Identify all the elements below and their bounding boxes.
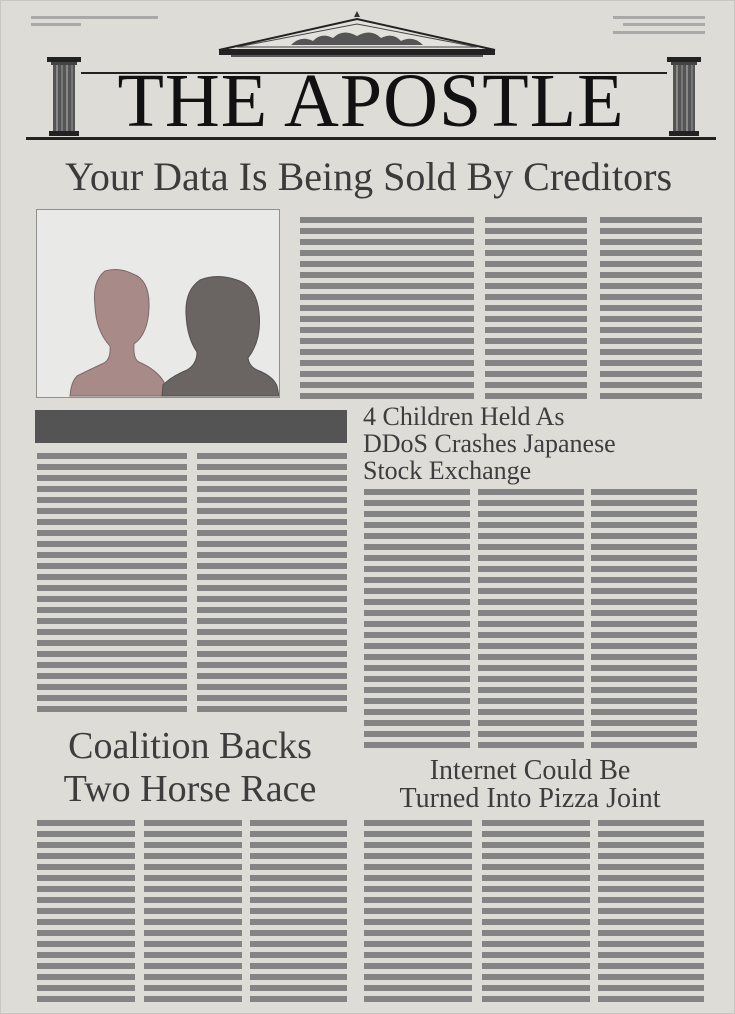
temple-pediment-icon <box>218 11 496 57</box>
headline-line: Coalition Backs <box>68 725 312 767</box>
headline-line: Two Horse Race <box>63 768 317 810</box>
text-column <box>598 820 704 1002</box>
text-column <box>485 217 587 399</box>
section-banner <box>35 410 347 443</box>
text-column <box>600 217 702 399</box>
headline-line: 4 Children Held As <box>363 402 565 431</box>
story-headline-coalition: Coalition Backs Two Horse Race <box>35 725 345 811</box>
top-left-rules <box>31 16 158 26</box>
text-column <box>144 820 242 1002</box>
masthead-top-rule <box>81 72 667 74</box>
top-right-rules <box>613 16 705 34</box>
story-headline-internet: Internet Could Be Turned Into Pizza Join… <box>363 757 697 813</box>
headline-line: Internet Could Be <box>429 755 631 786</box>
masthead-title: THE APOSTLE <box>117 59 625 143</box>
masthead-decoration <box>26 11 716 140</box>
text-column <box>300 217 474 399</box>
text-column <box>364 820 472 1002</box>
masthead-bottom-rule <box>26 137 716 140</box>
text-column <box>482 820 590 1002</box>
story-headline-ddos: 4 Children Held As DDoS Crashes Japanese… <box>363 403 616 484</box>
text-column <box>197 453 347 717</box>
column-left-icon <box>47 57 81 136</box>
text-column <box>37 453 187 717</box>
headline-line: Stock Exchange <box>363 456 532 485</box>
text-column <box>250 820 347 1002</box>
headline-line: Turned Into Pizza Joint <box>399 783 661 814</box>
silhouette-icon <box>69 269 279 397</box>
text-column <box>37 820 135 1002</box>
text-column <box>364 489 470 753</box>
column-right-icon <box>667 57 701 136</box>
main-headline: Your Data Is Being Sold By Creditors <box>64 154 673 199</box>
text-column <box>591 489 697 753</box>
text-column <box>478 489 584 753</box>
lead-photo <box>36 209 280 398</box>
headline-line: DDoS Crashes Japanese <box>363 429 616 458</box>
